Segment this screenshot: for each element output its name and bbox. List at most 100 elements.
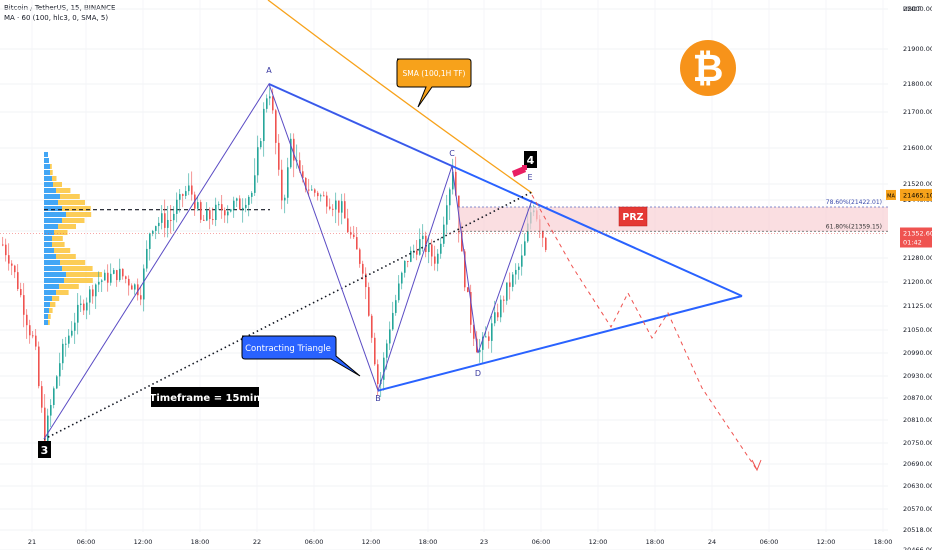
profile-bar-yellow [60, 260, 86, 265]
sma-line [267, 0, 533, 194]
candle-body [362, 263, 364, 274]
candle-body [89, 289, 91, 303]
candle-body [509, 282, 511, 287]
candle-body [227, 211, 229, 216]
time-tick-label: 18:00 [646, 538, 665, 546]
sma-callout [396, 58, 472, 108]
profile-bar-blue [44, 182, 53, 187]
candle-body [188, 185, 190, 192]
candle-body [59, 363, 61, 377]
candle-body [98, 281, 100, 285]
profile-bar-yellow [62, 206, 91, 211]
candle-body [365, 273, 367, 288]
profile-bar-yellow [48, 314, 51, 319]
candle-body [449, 189, 451, 206]
chart-labels: A B C D E 3 4 SMA (100,1H TF) Contracting Triang… [38, 40, 882, 458]
candle-body [86, 302, 88, 311]
profile-bar-blue [44, 206, 62, 211]
candle-body [17, 272, 19, 290]
candle-body [290, 138, 292, 168]
wave-path [43, 82, 533, 440]
candle-body [512, 274, 514, 287]
candle-body [23, 295, 25, 315]
candle-body [347, 218, 349, 233]
wave-number-box [38, 441, 51, 458]
price-tick-label: 21280.00 [903, 254, 932, 262]
candle-body [131, 285, 133, 290]
price-tick-label: 20750.00 [903, 439, 932, 447]
time-tick-label: 06:00 [305, 538, 324, 546]
profile-bar-yellow [59, 284, 79, 289]
candle-body [170, 219, 172, 221]
candle-body [338, 200, 340, 213]
wave-number-label: 4 [527, 154, 535, 167]
candle-body [464, 251, 466, 288]
candle-body [401, 272, 403, 284]
candle-body [239, 198, 241, 210]
candle-body [128, 278, 130, 286]
candle-body [353, 234, 355, 238]
profile-bar-yellow [50, 164, 52, 169]
time-tick-label: 23 [480, 538, 488, 546]
candle-body [491, 323, 493, 341]
candle-body [251, 192, 253, 197]
projection-arrow [751, 459, 762, 472]
candle-body [122, 268, 124, 277]
marker-icon-head [522, 165, 527, 170]
candle-body [542, 231, 544, 238]
candle-body [437, 253, 439, 264]
wave-ac-line [268, 83, 453, 167]
candle-body [257, 147, 259, 176]
candle-body [149, 233, 151, 249]
candle-body [146, 248, 148, 269]
candle-body [200, 202, 202, 220]
candle-body [500, 299, 502, 318]
candle-body [527, 223, 529, 242]
profile-bar-blue [44, 248, 54, 253]
candle-body [269, 96, 271, 99]
candle-body [299, 160, 301, 172]
candle-body [284, 197, 286, 201]
candle-body [155, 226, 157, 231]
time-tick-label: 18:00 [419, 538, 438, 546]
candle-body [71, 330, 73, 336]
candle-body [206, 210, 208, 221]
candle-body [329, 206, 331, 209]
profile-bar-yellow [64, 278, 93, 283]
profile-bar-yellow [62, 266, 93, 271]
time-tick-label: 18:00 [191, 538, 210, 546]
prz-zone [458, 206, 888, 232]
candle-body [137, 284, 139, 296]
symbol-title: Bitcoin / TetherUS, 15, BINANCE [4, 4, 116, 12]
profile-bar-blue [44, 158, 49, 163]
time-tick-label: 22 [253, 538, 261, 546]
candle-body [245, 204, 247, 208]
candle-body [416, 250, 418, 255]
profile-bar-blue [44, 242, 52, 247]
price-tick-label: 21050.00 [903, 326, 932, 334]
profile-bar-blue [44, 218, 62, 223]
candle-body [119, 268, 121, 281]
price-tick-label: 20990.00 [903, 349, 932, 357]
indicator-title[interactable]: MA · 60 (100, hlc3, 0, SMA, 5) [4, 14, 109, 22]
candle-body [53, 388, 55, 406]
time-tick-label: 12:00 [134, 538, 153, 546]
candle-body [395, 300, 397, 313]
time-tick-label: 12:00 [589, 538, 608, 546]
price-tick-label: 20930.00 [903, 372, 932, 380]
candle-body [470, 292, 472, 325]
price-tick-label: 21900.00 [903, 45, 932, 53]
candle-body [110, 273, 112, 283]
wave-number-label: 3 [41, 444, 49, 457]
prz-box [618, 206, 648, 227]
wave-label-c: C [449, 149, 455, 158]
profile-bar-yellow [50, 170, 53, 175]
candle-body [404, 260, 406, 273]
candle-body [56, 376, 58, 389]
bitcoin-logo-icon [680, 40, 736, 96]
candle-body [482, 336, 484, 350]
price-tick-label: 21520.00 [903, 180, 932, 188]
candle-body [422, 235, 424, 240]
candle-body [341, 201, 343, 213]
